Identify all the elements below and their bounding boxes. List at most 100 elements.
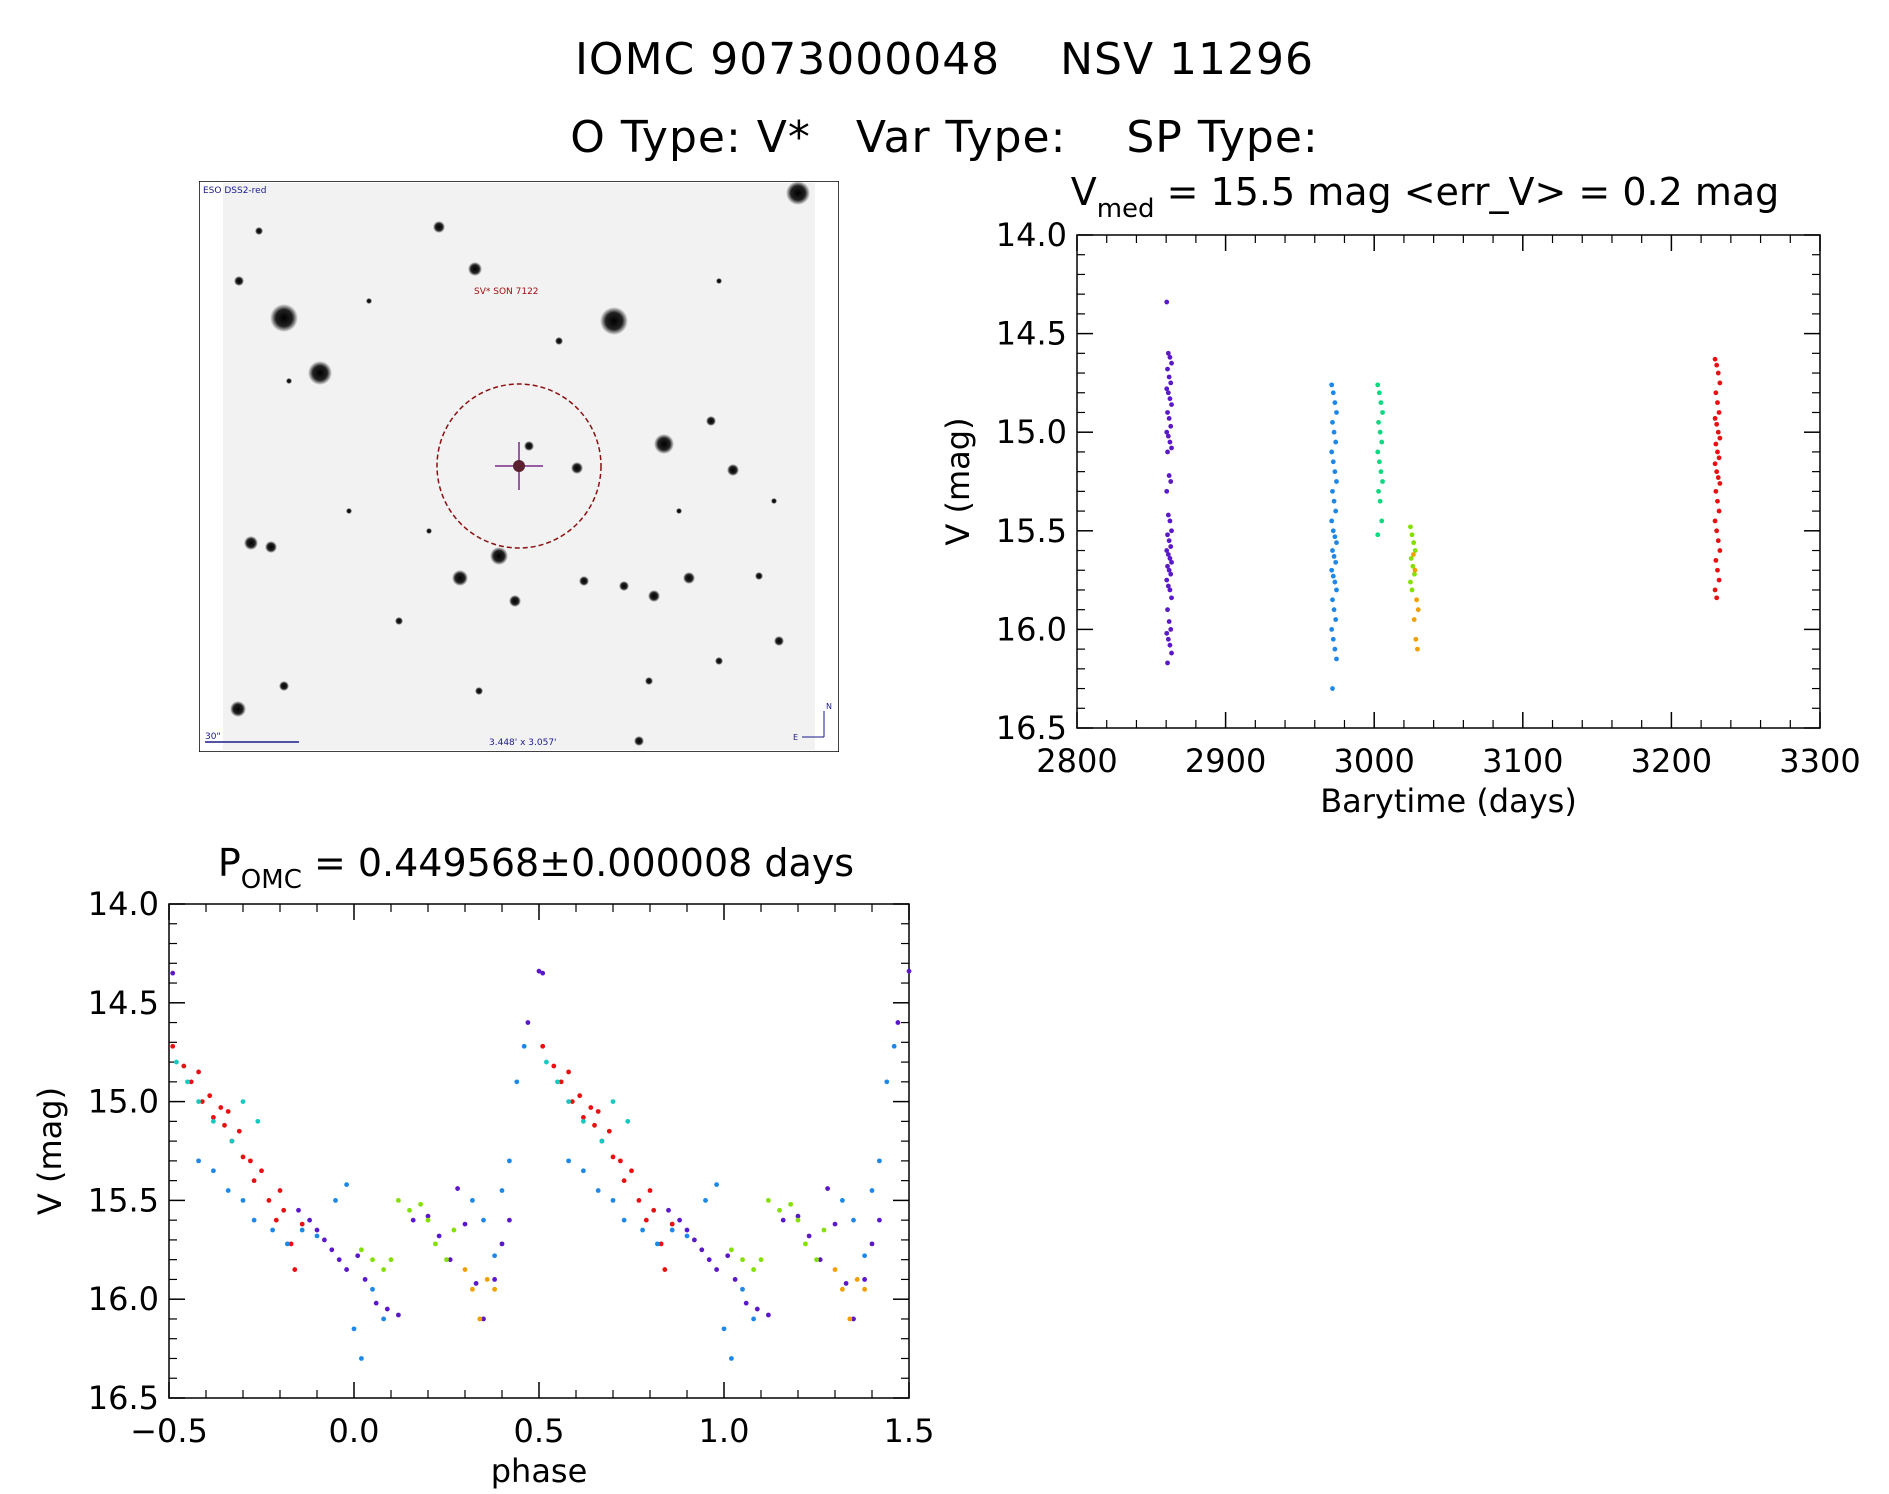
lightcurve-point — [1715, 538, 1721, 544]
phase-point — [606, 1128, 612, 1134]
phase-point — [729, 1356, 734, 1361]
lightcurve-point — [1168, 627, 1174, 632]
lightcurve-point — [1167, 518, 1173, 524]
phase-point — [566, 1158, 571, 1164]
x-tick-label: 1.5 — [884, 1412, 935, 1450]
star-mark — [346, 508, 352, 514]
phase-point — [766, 1312, 771, 1318]
phase-point — [299, 1227, 305, 1233]
y-tick-label: 14.5 — [996, 315, 1067, 353]
lightcurve-point — [1169, 595, 1174, 601]
lightcurve-point — [1169, 360, 1174, 366]
star-mark — [706, 416, 716, 426]
lightcurve-point — [1408, 579, 1413, 585]
phase-point — [199, 1099, 205, 1104]
lightcurve-point — [1378, 400, 1384, 406]
phase-point — [555, 1079, 560, 1085]
star-mark — [716, 278, 722, 284]
lightcurve-point — [1413, 636, 1419, 642]
phase-point — [643, 1217, 649, 1223]
lightcurve-point — [1164, 488, 1170, 494]
phase-point — [462, 1267, 468, 1272]
phase-point — [706, 1257, 712, 1263]
title-symbol: P — [218, 841, 241, 885]
phase-point — [514, 1079, 520, 1085]
phase-point — [610, 1099, 616, 1104]
phase-point — [795, 1217, 801, 1223]
y-tick-label: 16.0 — [88, 1280, 159, 1318]
phase-point — [396, 1312, 401, 1318]
star-mark — [234, 276, 244, 286]
phase-point — [825, 1186, 830, 1191]
phase-point — [666, 1207, 671, 1213]
lightcurve-point — [1330, 419, 1335, 425]
phase-point — [732, 1277, 738, 1282]
phase-point — [536, 968, 542, 974]
lightcurve-point — [1165, 583, 1171, 589]
phase-point — [222, 1122, 227, 1128]
phase-point — [884, 1079, 890, 1085]
lightcurve-point — [1715, 475, 1721, 480]
phase-point — [832, 1267, 838, 1272]
phase-point — [211, 1118, 216, 1124]
star-mark — [433, 221, 445, 233]
lightcurve-point — [1714, 528, 1720, 534]
phase-point — [569, 1099, 575, 1104]
lightcurve-point — [1164, 429, 1170, 435]
phase-point — [725, 1253, 731, 1259]
phase-point — [333, 1198, 338, 1203]
phase-point — [255, 1118, 261, 1124]
lightcurve-point — [1716, 455, 1722, 461]
lightcurve-point — [1164, 386, 1170, 392]
phase-point — [636, 1198, 642, 1203]
star-mark — [571, 462, 583, 474]
phase-point — [540, 970, 546, 976]
phase-point — [684, 1227, 690, 1233]
phase-point — [370, 1257, 375, 1263]
phase-point — [777, 1207, 782, 1213]
y-tick-label: 15.5 — [996, 512, 1067, 550]
y-tick-label: 16.0 — [996, 610, 1067, 648]
star-mark — [270, 304, 298, 332]
star-mark — [555, 337, 563, 345]
phase-point — [251, 1178, 257, 1184]
y-axis-label: V (mag) — [939, 417, 977, 545]
lightcurve-point — [1332, 646, 1338, 652]
x-tick-label: 1.0 — [699, 1412, 750, 1450]
title-text: = 0.449568±0.000008 days — [302, 841, 854, 885]
lightcurve-point — [1167, 642, 1173, 648]
phase-point — [806, 1233, 812, 1239]
lightcurve-point — [1166, 473, 1172, 478]
phase-point — [499, 1188, 505, 1193]
phase-point — [307, 1217, 312, 1223]
phase-point — [314, 1233, 320, 1239]
phase-point — [240, 1154, 246, 1160]
phase-point — [492, 1277, 497, 1282]
x-axis-label: Barytime (days) — [1320, 782, 1577, 820]
phase-point — [425, 1217, 431, 1223]
lightcurve-point — [1377, 429, 1383, 435]
lightcurve-point — [1332, 469, 1338, 475]
star-mark — [230, 701, 246, 717]
star-mark — [286, 378, 292, 384]
star-mark — [771, 498, 777, 504]
phase-point — [381, 1316, 386, 1322]
lightcurve-point — [1408, 524, 1413, 530]
lightcurve-point — [1165, 350, 1171, 356]
phase-point — [647, 1188, 653, 1193]
phase-point — [292, 1267, 298, 1272]
phase-point — [862, 1277, 867, 1282]
object-type-line: O Type: V* Var Type: SP Type: — [570, 112, 1319, 163]
lightcurve-point — [1165, 607, 1170, 613]
lightcurve-point — [1330, 597, 1335, 603]
lightcurve-point — [1331, 498, 1337, 504]
phase-point — [577, 1093, 583, 1099]
lightcurve-point — [1712, 415, 1718, 421]
phase-point — [336, 1257, 342, 1263]
object-title: IOMC 9073000048 NSV 11296 — [574, 34, 1315, 85]
lightcurve-point — [1712, 356, 1718, 362]
phase-point — [462, 1221, 468, 1227]
lightcurve-point — [1164, 577, 1170, 583]
star-mark — [308, 361, 332, 385]
phase-point — [592, 1122, 597, 1128]
